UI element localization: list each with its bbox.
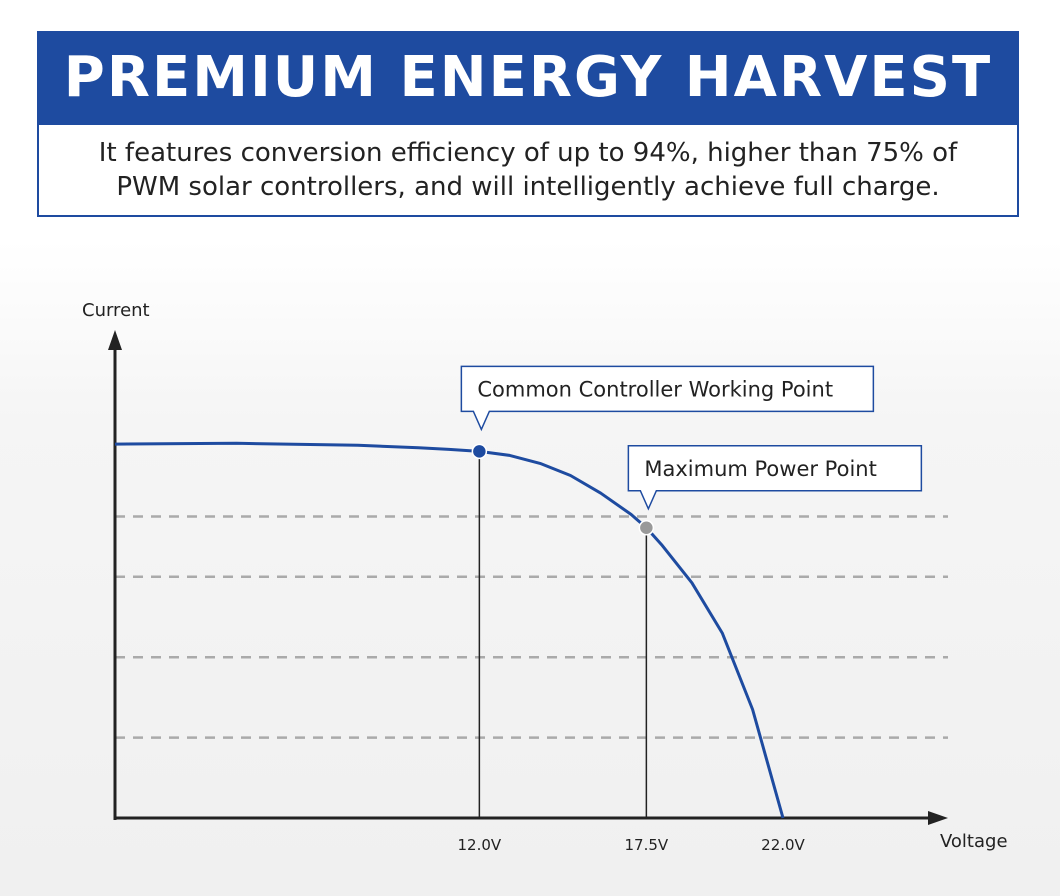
callout-box-1 bbox=[460, 365, 875, 432]
callout-label-1: Common Controller Working Point bbox=[477, 377, 833, 401]
callout-label-2: Maximum Power Point bbox=[644, 457, 876, 481]
subtitle-box: It features conversion efficiency of up … bbox=[37, 125, 1019, 217]
data-point-1 bbox=[471, 443, 488, 460]
y-axis-arrow bbox=[108, 330, 122, 350]
callout-box-2 bbox=[627, 445, 923, 511]
subtitle-line-1: It features conversion efficiency of up … bbox=[98, 138, 958, 168]
page-title: PREMIUM ENERGY HARVEST bbox=[63, 45, 993, 110]
title-banner: PREMIUM ENERGY HARVEST bbox=[37, 31, 1019, 125]
x-axis-arrow bbox=[928, 811, 948, 825]
x-tick-label: 22.0V bbox=[761, 836, 805, 854]
x-tick-label: 12.0V bbox=[458, 836, 502, 854]
x-tick-label: 17.5V bbox=[625, 836, 669, 854]
subtitle-line-2: PWM solar controllers, and will intellig… bbox=[116, 172, 940, 202]
y-axis-label: Current bbox=[82, 300, 150, 321]
x-axis-label: Voltage bbox=[940, 831, 1008, 852]
data-point-2 bbox=[638, 520, 655, 536]
iv-curve-line bbox=[114, 441, 785, 819]
